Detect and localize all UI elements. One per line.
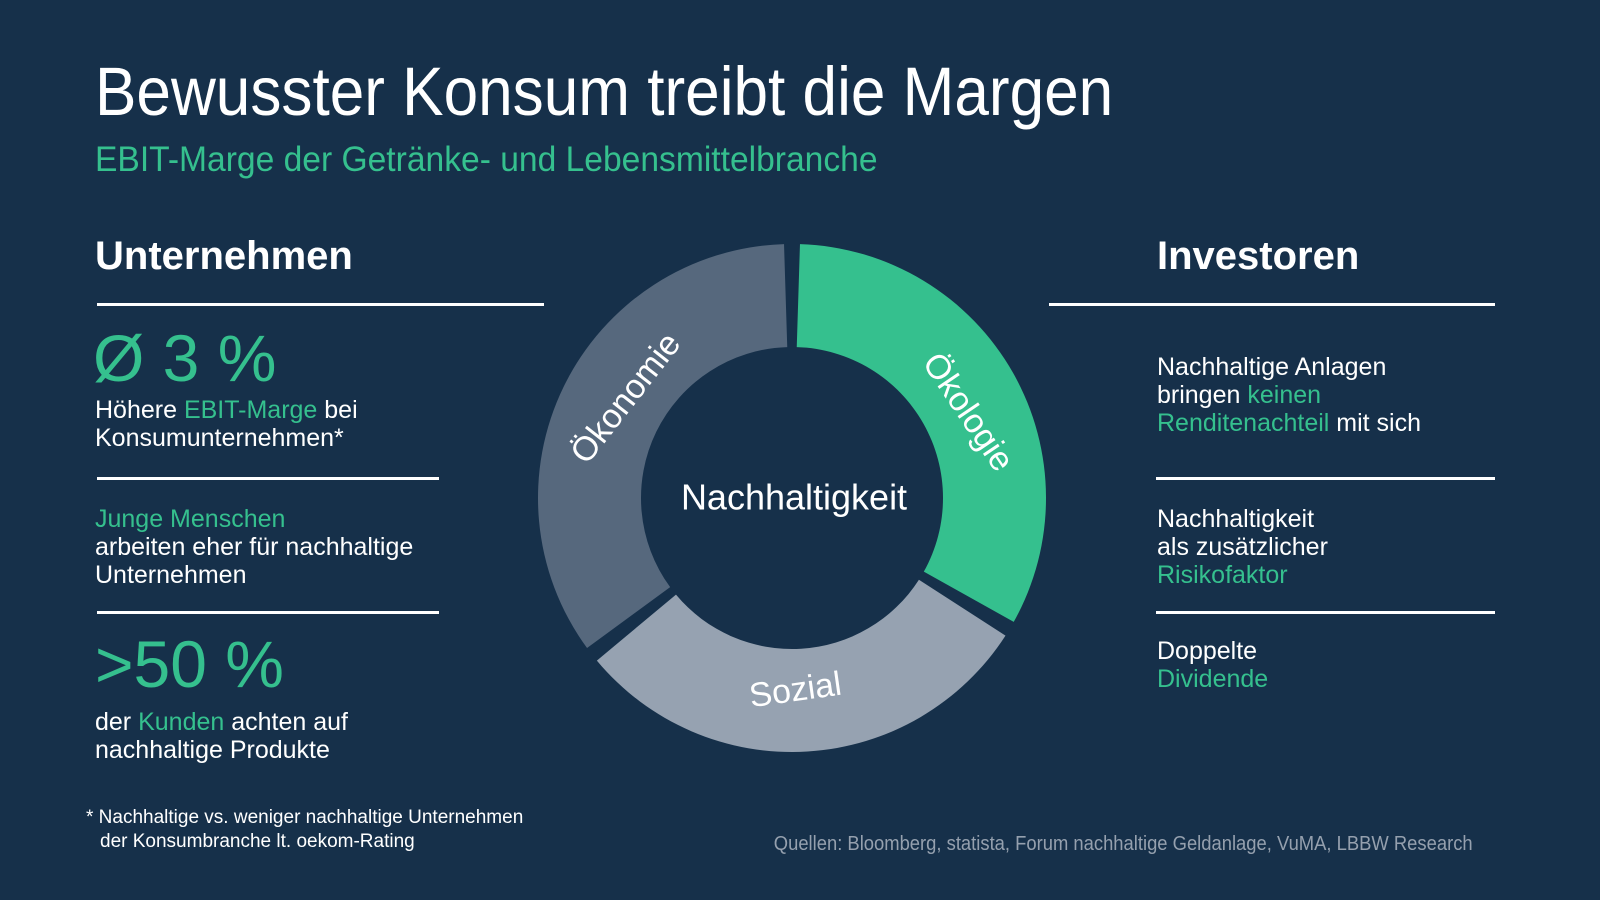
right-item3-text: Doppelte Dividende xyxy=(1157,637,1268,693)
divider xyxy=(97,477,439,480)
sources-line: Quellen: Bloomberg, statista, Forum nach… xyxy=(774,833,1473,855)
highlight-line: Junge Menschen xyxy=(95,505,286,533)
text-run: der xyxy=(95,708,139,736)
left-column-heading: Unternehmen xyxy=(95,234,353,278)
text-line: bringen keinen xyxy=(1157,381,1421,409)
right-item2-text: Nachhaltigkeit als zusätzlicher Risikofa… xyxy=(1157,505,1328,589)
highlight-run: Kunden xyxy=(138,708,225,736)
highlight-line: Dividende xyxy=(1157,665,1269,693)
divider xyxy=(97,303,544,306)
left-stat2-text: Junge Menschen arbeiten eher für nachhal… xyxy=(95,505,413,589)
footnote-line: der Konsumbranche lt. oekom-Rating xyxy=(100,831,415,852)
text-line: Unternehmen xyxy=(95,561,247,589)
text-line: arbeiten eher für nachhaltige xyxy=(95,533,414,561)
footnote-line: * Nachhaltige vs. weniger nachhaltige Un… xyxy=(86,807,524,828)
text-run: Höhere xyxy=(95,396,184,424)
highlight-run: Renditenachteil xyxy=(1157,409,1330,437)
footnote: * Nachhaltige vs. weniger nachhaltige Un… xyxy=(86,806,523,854)
text-line: der Kunden achten auf xyxy=(95,708,348,736)
divider xyxy=(1156,611,1495,614)
donut-segment-sozial xyxy=(596,579,1006,753)
divider xyxy=(1049,303,1495,306)
donut-center-label: Nachhaltigkeit xyxy=(681,477,907,518)
text-line: als zusätzlicher xyxy=(1157,533,1328,561)
highlight-line: Risikofaktor xyxy=(1157,561,1288,589)
divider xyxy=(97,611,439,614)
left-stat3-value: >50 % xyxy=(95,627,284,701)
text-line: nachhaltige Produkte xyxy=(95,736,330,764)
page-title: Bewusster Konsum treibt die Margen xyxy=(95,53,1114,130)
highlight-run: keinen xyxy=(1247,381,1322,409)
left-stat1-text: Höhere EBIT-Marge bei Konsumunternehmen* xyxy=(95,396,358,452)
page-subtitle: EBIT-Marge der Getränke- und Lebensmitte… xyxy=(95,140,878,179)
text-line: Nachhaltigkeit xyxy=(1157,505,1315,533)
left-stat1-value: Ø 3 % xyxy=(93,321,277,395)
left-stat3-text: der Kunden achten auf nachhaltige Produk… xyxy=(95,708,348,764)
right-item1-text: Nachhaltige Anlagen bringen keinen Rendi… xyxy=(1157,353,1421,437)
text-line: Konsumunternehmen* xyxy=(95,424,344,452)
donut-segment-okonomie xyxy=(538,244,788,649)
donut-segment-okologie xyxy=(796,244,1047,622)
divider xyxy=(1156,477,1495,480)
text-line: Höhere EBIT-Marge bei xyxy=(95,396,358,424)
right-column-heading: Investoren xyxy=(1157,234,1360,278)
highlight-run: EBIT-Marge xyxy=(183,396,318,424)
text-line: Nachhaltige Anlagen xyxy=(1157,353,1387,381)
text-run: bringen xyxy=(1157,381,1248,409)
text-run: achten auf xyxy=(224,708,349,736)
text-run: mit sich xyxy=(1329,409,1422,437)
text-line: Doppelte xyxy=(1157,637,1258,665)
text-run: bei xyxy=(317,396,358,424)
text-line: Renditenachteil mit sich xyxy=(1157,409,1421,437)
